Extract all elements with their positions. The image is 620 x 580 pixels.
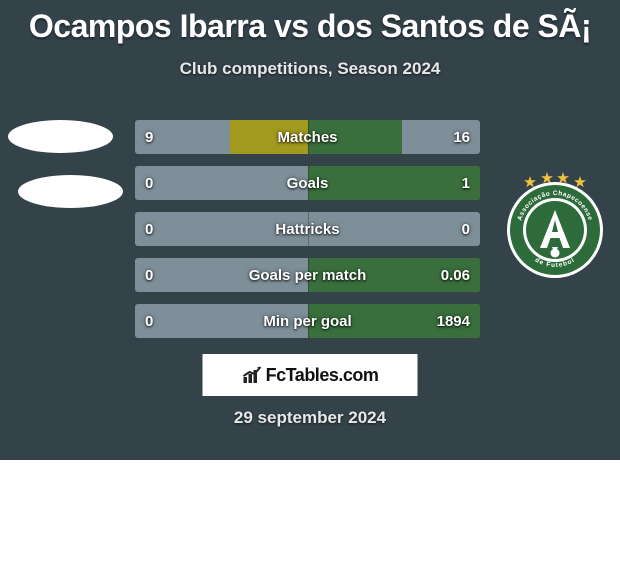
stat-right-value: 1894 [437, 304, 470, 338]
stat-right-value: 0 [462, 212, 470, 246]
page-title: Ocampos Ibarra vs dos Santos de SÃ¡ [0, 8, 620, 45]
stat-row: 0Goals per match0.06 [135, 258, 480, 292]
stat-label: Hattricks [135, 212, 480, 246]
snapshot-date: 29 september 2024 [0, 408, 620, 428]
stat-label: Min per goal [135, 304, 480, 338]
comparison-card: Ocampos Ibarra vs dos Santos de SÃ¡ Club… [0, 0, 620, 460]
stat-row: 0Goals1 [135, 166, 480, 200]
team-left-logo-2 [18, 175, 123, 208]
stat-label: Goals per match [135, 258, 480, 292]
team-right-logo: Associação Chapecoense de Futebol [500, 170, 610, 285]
stat-right-value: 16 [453, 120, 470, 154]
stat-label: Goals [135, 166, 480, 200]
stat-bars: 9Matches160Goals10Hattricks00Goals per m… [135, 120, 480, 350]
stat-row: 0Hattricks0 [135, 212, 480, 246]
brand-badge: FcTables.com [203, 354, 418, 396]
club-badge-icon: Associação Chapecoense de Futebol [500, 170, 610, 280]
brand-text: FcTables.com [266, 365, 379, 386]
stat-right-value: 1 [462, 166, 470, 200]
stat-label: Matches [135, 120, 480, 154]
stat-row: 0Min per goal1894 [135, 304, 480, 338]
brand-chart-icon [242, 364, 264, 386]
team-left-logo-1 [8, 120, 113, 153]
stat-row: 9Matches16 [135, 120, 480, 154]
stat-right-value: 0.06 [441, 258, 470, 292]
subtitle: Club competitions, Season 2024 [0, 59, 620, 79]
